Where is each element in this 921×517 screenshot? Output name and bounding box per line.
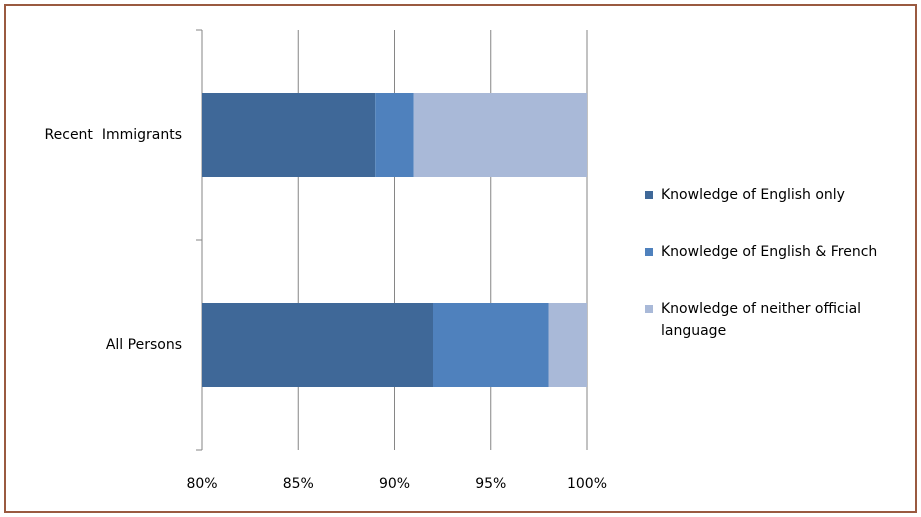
y-tick-label: All Persons [106,337,182,353]
legend-label: Knowledge of English & French [661,244,878,260]
frame [4,4,917,513]
legend-swatch [645,305,653,313]
x-tick-label: 85% [283,476,314,492]
bar-segment [202,93,376,177]
bar-segment [548,303,587,387]
legend-item: Knowledge of English only [645,184,895,206]
legend: Knowledge of English only Knowledge of En… [645,184,895,377]
x-tick-label: 95% [475,476,506,492]
legend-item: Knowledge of English & French [645,241,895,263]
legend-swatch [645,248,653,256]
x-tick-label: 80% [186,476,217,492]
x-tick-label: 90% [379,476,410,492]
legend-label: Knowledge of English only [661,187,845,203]
bar-segment [413,93,587,177]
legend-label: Knowledge of neither official language [661,301,862,339]
bar-segment [433,303,549,387]
bar-segment [375,93,414,177]
legend-swatch [645,191,653,199]
bar-segment [202,303,433,387]
bars [202,93,587,387]
y-tick-label: Recent Immigrants [45,127,182,143]
legend-item: Knowledge of neither official language [645,298,895,342]
x-tick-label: 100% [567,476,607,492]
